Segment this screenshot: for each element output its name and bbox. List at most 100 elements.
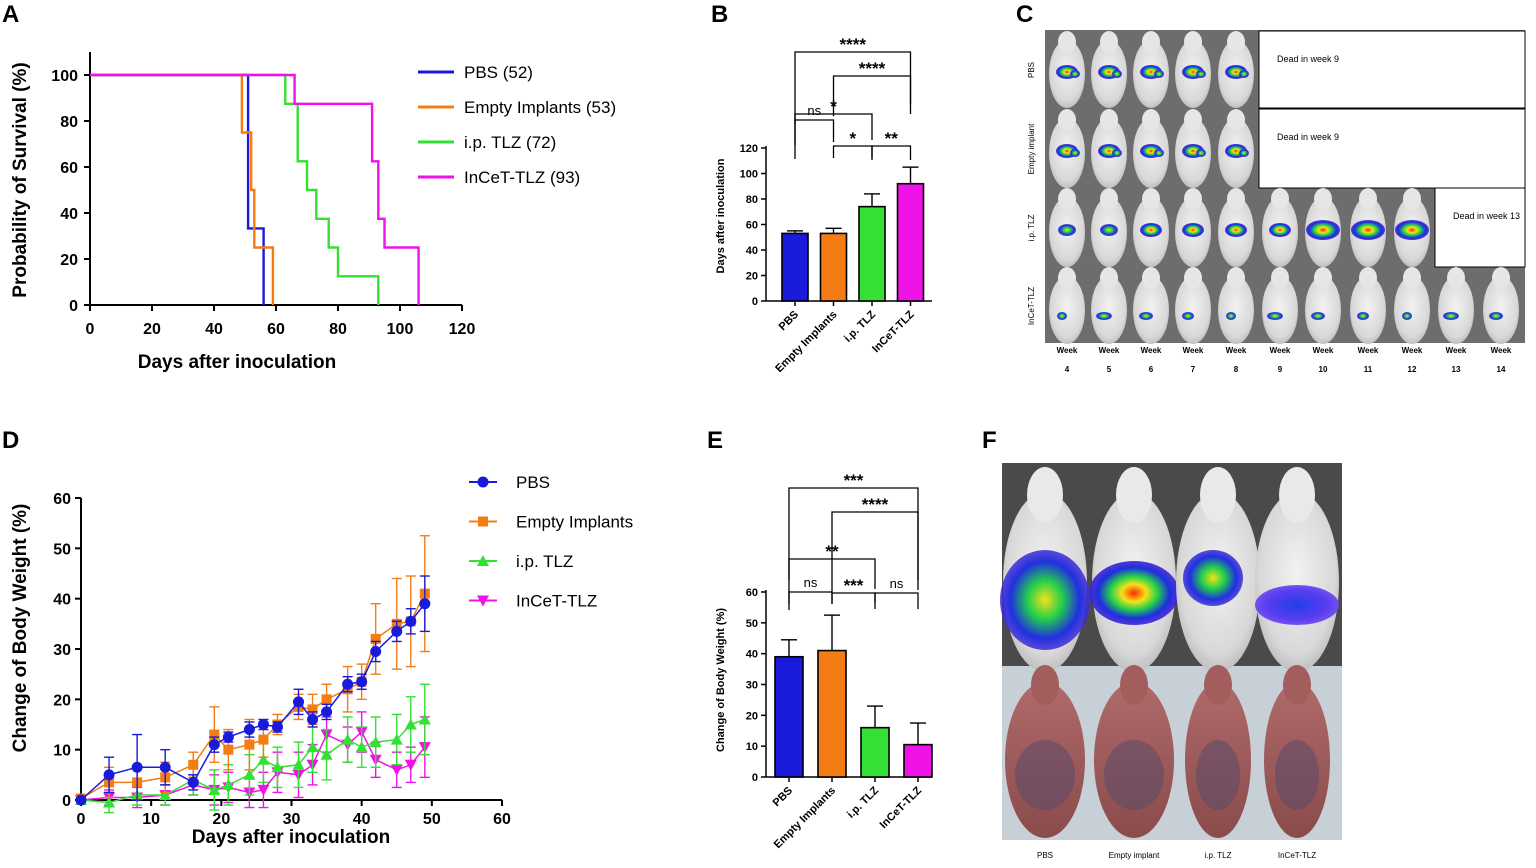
tumor-region <box>1104 740 1164 810</box>
panel-label-e: E <box>707 427 723 454</box>
mouse-photo-head <box>1204 665 1232 705</box>
mouse-head <box>1359 267 1377 289</box>
mouse-head <box>1142 267 1160 289</box>
luminescence-signal <box>1196 70 1206 78</box>
week-label: Week <box>1446 346 1467 355</box>
data-point-ip <box>341 733 354 745</box>
legend-label-PBS: PBS (52) <box>464 63 533 82</box>
weight-y-axis-label: Change of Body Weight (%) <box>10 504 31 753</box>
legend-label-InCeT: InCeT-TLZ <box>516 592 597 611</box>
mouse-head <box>1403 188 1421 210</box>
bar-InCeT <box>903 743 933 778</box>
significance-bracket <box>832 145 873 160</box>
category-label-PBS: PBS <box>771 785 795 809</box>
x-tick-label: 10 <box>142 811 160 828</box>
mouse-body <box>1394 276 1430 344</box>
mouse-head <box>1100 109 1118 131</box>
mouse-head <box>1314 188 1332 210</box>
data-point-PBS <box>321 706 333 718</box>
significance-label: * <box>830 97 837 116</box>
y-tick-label: 20 <box>746 271 758 283</box>
legend-label-ip: i.p. TLZ (72) <box>464 133 556 152</box>
x-tick-label: 60 <box>493 811 511 828</box>
y-tick-label: 100 <box>51 68 78 85</box>
death-note: Dead in week 9 <box>1277 132 1339 142</box>
y-tick-label: 30 <box>746 680 758 692</box>
luminescence-signal <box>1267 312 1283 320</box>
survival-x-axis-label: Days after inoculation <box>138 352 337 373</box>
luminescence-signal <box>1351 220 1385 240</box>
data-point-Empty <box>370 633 381 644</box>
data-point-Empty <box>244 739 255 750</box>
y-tick-label: 40 <box>746 245 758 257</box>
data-point-PBS <box>187 776 199 788</box>
mouse-body <box>1305 276 1341 344</box>
x-tick-label: 0 <box>77 811 86 828</box>
luminescence-signal <box>1226 312 1236 320</box>
mouse-head <box>1271 188 1289 210</box>
mouse-head <box>1271 267 1289 289</box>
data-point-InCeT <box>390 764 403 776</box>
y-tick-label: 50 <box>746 618 758 630</box>
week-number: 10 <box>1319 365 1328 374</box>
mouse-head <box>1100 267 1118 289</box>
data-point-ip <box>222 778 235 790</box>
y-tick-label: 120 <box>740 143 758 155</box>
data-point-Empty <box>258 734 269 745</box>
significance-bracket <box>794 119 835 145</box>
data-point-ip <box>418 713 431 725</box>
legend-label-ip: i.p. TLZ <box>516 552 573 571</box>
x-tick-label: 100 <box>387 321 414 338</box>
week-label: Week <box>1183 346 1204 355</box>
data-point-PBS <box>208 739 220 751</box>
week-label: Week <box>1270 346 1291 355</box>
mouse-body <box>1133 276 1169 344</box>
weight-x-axis-label: Days after inoculation <box>192 827 391 848</box>
row-label: i.p. TLZ <box>1027 214 1036 241</box>
legend-label-PBS: PBS <box>516 473 550 492</box>
x-tick-label: 60 <box>267 321 285 338</box>
data-point-PBS <box>370 646 382 658</box>
data-point-PBS <box>419 598 431 610</box>
y-tick-label: 40 <box>746 649 758 661</box>
significance-label: *** <box>844 471 864 490</box>
legend-marker-ip <box>477 555 489 566</box>
panel-label-b: B <box>711 1 728 28</box>
x-tick-label: 20 <box>143 321 161 338</box>
mouse-head <box>1184 267 1202 289</box>
mouse-photo-comparison: PBS Empty implant i.p. TLZ InCeT-TLZ <box>1000 463 1342 860</box>
significance-bracket <box>788 591 833 610</box>
data-point-ip <box>208 783 221 795</box>
luminescence-signal <box>1139 312 1153 320</box>
week-number: 5 <box>1107 365 1112 374</box>
data-point-ip <box>159 788 172 800</box>
mouse-head <box>1100 31 1118 53</box>
mouse-head <box>1227 188 1245 210</box>
x-tick-label: 0 <box>86 321 95 338</box>
mouse-head <box>1142 109 1160 131</box>
survival-curve-InCeT <box>90 73 420 305</box>
mouse-top-head <box>1116 467 1152 523</box>
mouse-body <box>1049 276 1085 344</box>
mouse-top-head <box>1200 467 1236 523</box>
tumor-region <box>1196 740 1240 810</box>
data-point-ip <box>320 748 333 760</box>
mouse-head <box>1142 31 1160 53</box>
y-tick-label: 80 <box>746 194 758 206</box>
significance-label: ns <box>807 103 821 118</box>
data-point-PBS <box>356 676 368 688</box>
luminescence-signal <box>1182 312 1194 320</box>
week-number: 9 <box>1278 365 1283 374</box>
data-point-PBS <box>391 625 403 637</box>
luminescence-signal <box>1070 149 1080 157</box>
mouse-label: PBS <box>1037 851 1053 860</box>
y-tick-label: 20 <box>746 710 758 722</box>
significance-label: *** <box>844 576 864 595</box>
mouse-top-head <box>1027 467 1063 523</box>
y-tick-label: 20 <box>53 692 71 709</box>
mouse-head <box>1227 109 1245 131</box>
survival-days-bar-chart: Days after inoculation 0 20 40 60 80 100 120 PB… <box>715 35 932 375</box>
data-point-PBS <box>293 696 305 708</box>
significance-label: **** <box>859 59 886 78</box>
mouse-label: InCeT-TLZ <box>1278 851 1316 860</box>
